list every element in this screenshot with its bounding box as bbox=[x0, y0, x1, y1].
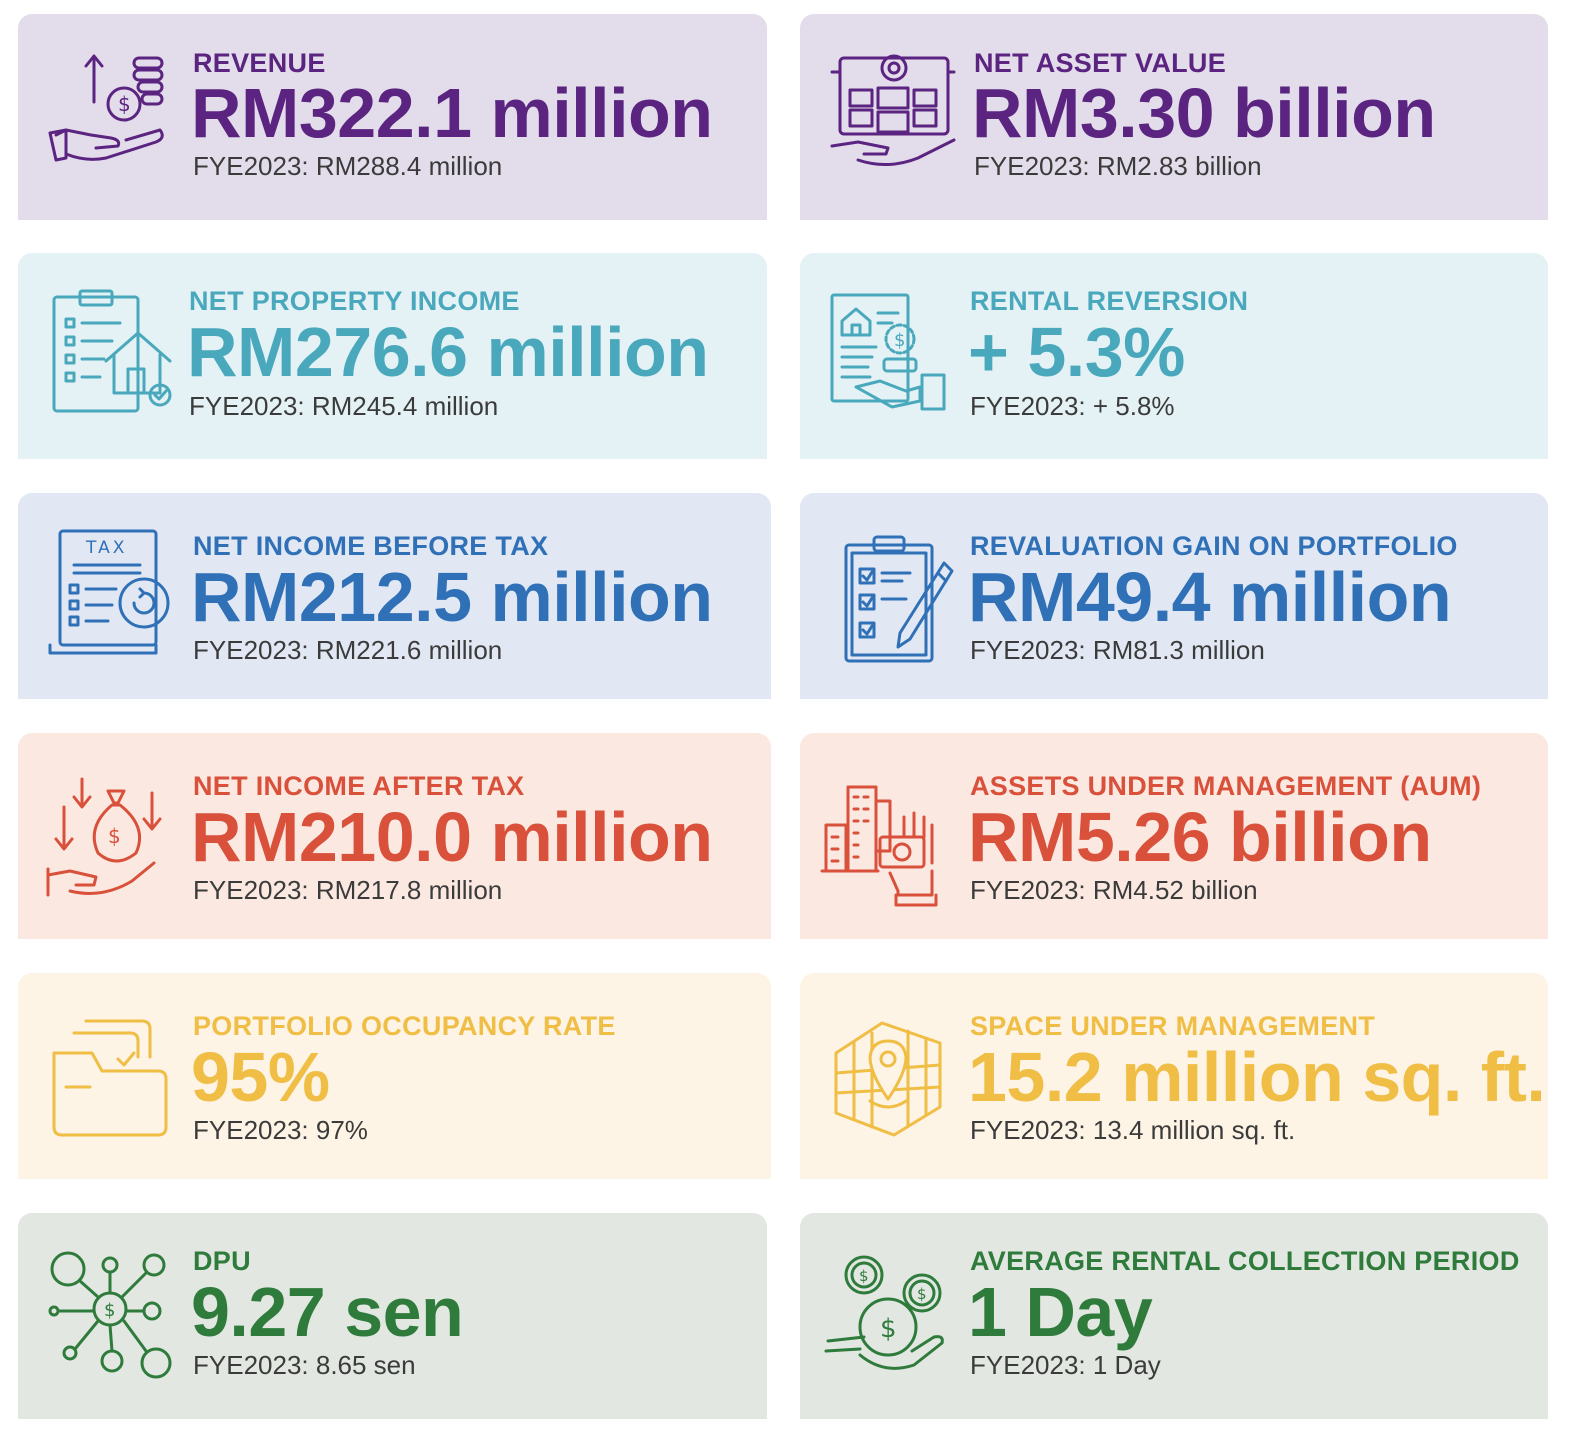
card-value: RM276.6 million bbox=[187, 313, 709, 391]
card-value: 1 Day bbox=[968, 1273, 1153, 1351]
card-value: 95% bbox=[191, 1038, 330, 1116]
card-prior-year: FYE2023: RM81.3 million bbox=[970, 635, 1265, 665]
card-label: NET ASSET VALUE bbox=[974, 48, 1227, 78]
card-nav: NET ASSET VALUE RM3.30 billion FYE2023: … bbox=[800, 14, 1548, 220]
coins-hand-icon: $ $ $ bbox=[824, 1251, 954, 1381]
buildings-hand-cash-icon bbox=[820, 781, 950, 911]
card-aum: ASSETS UNDER MANAGEMENT (AUM) RM5.26 bil… bbox=[800, 733, 1548, 939]
card-label: PORTFOLIO OCCUPANCY RATE bbox=[193, 1011, 616, 1041]
card-nibt: TAX NET INCOME BEFORE TAX RM212.5 millio… bbox=[18, 493, 771, 699]
card-value: + 5.3% bbox=[968, 313, 1185, 391]
svg-text:TAX: TAX bbox=[85, 538, 127, 558]
card-label: AVERAGE RENTAL COLLECTION PERIOD bbox=[970, 1246, 1520, 1276]
svg-text:$: $ bbox=[108, 824, 121, 848]
dollar-network-icon: $ bbox=[48, 1251, 178, 1381]
card-reversion: $ RENTAL REVERSION + 5.3% FYE2023: + 5.8… bbox=[800, 253, 1548, 459]
svg-text:$: $ bbox=[104, 1300, 115, 1321]
card-value: RM212.5 million bbox=[191, 558, 713, 636]
map-pin-grid-icon bbox=[830, 1017, 960, 1147]
hand-coins-icon: $ bbox=[46, 50, 176, 180]
card-label: NET PROPERTY INCOME bbox=[189, 286, 520, 316]
card-space: SPACE UNDER MANAGEMENT 15.2 million sq. … bbox=[800, 973, 1548, 1179]
clipboard-house-icon bbox=[48, 289, 178, 419]
money-bag-hand-icon: $ bbox=[46, 777, 176, 907]
card-value: RM322.1 million bbox=[191, 74, 713, 152]
card-prior-year: FYE2023: + 5.8% bbox=[970, 391, 1175, 421]
card-label: NET INCOME AFTER TAX bbox=[193, 771, 525, 801]
card-prior-year: FYE2023: RM217.8 million bbox=[193, 875, 503, 905]
card-value: 9.27 sen bbox=[191, 1273, 464, 1351]
card-prior-year: FYE2023: 1 Day bbox=[970, 1350, 1161, 1380]
svg-text:$: $ bbox=[118, 92, 131, 116]
card-revaluation: REVALUATION GAIN ON PORTFOLIO RM49.4 mil… bbox=[800, 493, 1548, 699]
card-prior-year: FYE2023: 97% bbox=[193, 1115, 368, 1145]
card-label: DPU bbox=[193, 1246, 251, 1276]
card-label: NET INCOME BEFORE TAX bbox=[193, 531, 549, 561]
card-prior-year: FYE2023: 13.4 million sq. ft. bbox=[970, 1115, 1296, 1145]
card-revenue: $ REVENUE RM322.1 million FYE2023: RM288… bbox=[18, 14, 767, 220]
card-label: RENTAL REVERSION bbox=[970, 286, 1249, 316]
building-gear-icon bbox=[828, 48, 958, 178]
card-label: SPACE UNDER MANAGEMENT bbox=[970, 1011, 1376, 1041]
card-prior-year: FYE2023: RM288.4 million bbox=[193, 151, 503, 181]
card-prior-year: FYE2023: RM245.4 million bbox=[189, 391, 499, 421]
card-prior-year: FYE2023: RM221.6 million bbox=[193, 635, 503, 665]
card-label: REVENUE bbox=[193, 48, 326, 78]
tax-document-icon: TAX bbox=[46, 529, 176, 659]
card-value: RM210.0 million bbox=[191, 798, 713, 876]
card-dpu: $ DPU 9.27 sen FYE2023: 8.65 sen bbox=[18, 1213, 767, 1419]
card-occupancy: PORTFOLIO OCCUPANCY RATE 95% FYE2023: 97… bbox=[18, 973, 771, 1179]
svg-text:$: $ bbox=[880, 1314, 897, 1344]
card-label: REVALUATION GAIN ON PORTFOLIO bbox=[970, 531, 1458, 561]
card-value: RM49.4 million bbox=[968, 558, 1452, 636]
card-npi: NET PROPERTY INCOME RM276.6 million FYE2… bbox=[18, 253, 767, 459]
svg-text:$: $ bbox=[859, 1267, 869, 1285]
svg-text:$: $ bbox=[894, 330, 905, 351]
card-niat: $ NET INCOME AFTER TAX RM210.0 million F… bbox=[18, 733, 771, 939]
checklist-pencil-icon bbox=[840, 535, 970, 665]
card-value: RM3.30 billion bbox=[972, 74, 1436, 152]
folder-check-icon bbox=[50, 1017, 180, 1147]
card-value: 15.2 million sq. ft. bbox=[968, 1038, 1546, 1116]
card-prior-year: FYE2023: 8.65 sen bbox=[193, 1350, 416, 1380]
svg-text:$: $ bbox=[917, 1285, 927, 1303]
rent-document-icon: $ bbox=[826, 291, 956, 421]
card-label: ASSETS UNDER MANAGEMENT (AUM) bbox=[970, 771, 1482, 801]
card-prior-year: FYE2023: RM4.52 billion bbox=[970, 875, 1258, 905]
card-value: RM5.26 billion bbox=[968, 798, 1432, 876]
card-collection: $ $ $ AVERAGE RENTAL COLLECTION PERIOD 1… bbox=[800, 1213, 1548, 1419]
card-prior-year: FYE2023: RM2.83 billion bbox=[974, 151, 1262, 181]
